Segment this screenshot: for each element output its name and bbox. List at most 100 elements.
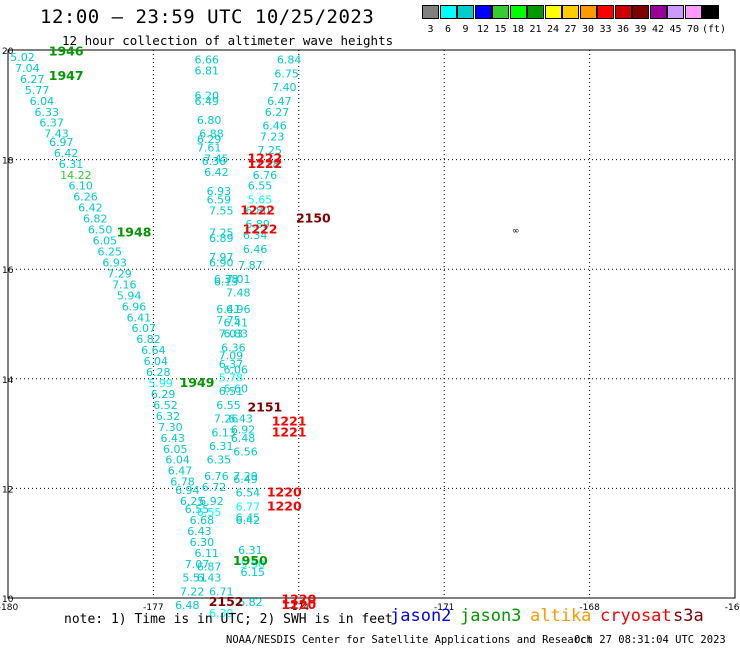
- pass-time-label: 1946: [49, 43, 84, 58]
- legend-swatch: [474, 5, 492, 19]
- wave-height-value: 14.22: [60, 169, 92, 182]
- pass-time-label: 1949: [180, 375, 215, 390]
- wave-height-value: 6.43: [228, 413, 253, 426]
- wave-height-value: 7.09: [219, 350, 244, 363]
- wave-height-value: 6.50: [88, 224, 113, 237]
- generated-timestamp: Oct 27 08:31:04 UTC 2023: [574, 634, 726, 646]
- wave-height-value: 7.01: [226, 273, 251, 286]
- pass-time-label: 2150: [296, 211, 331, 226]
- legend-swatch: [422, 5, 439, 19]
- wave-height-value: 6.89: [209, 232, 234, 245]
- wave-height-value: 6.42: [204, 166, 229, 179]
- wave-height-value: 6.42: [54, 147, 79, 160]
- lat-tick-label: 12: [2, 485, 13, 495]
- pass-time-label: 1221: [272, 413, 307, 428]
- wave-height-value: 6.04: [30, 95, 55, 108]
- wave-height-value: 5.51: [182, 572, 207, 585]
- legend-swatch: [457, 5, 474, 19]
- legend-altika: altika: [530, 606, 592, 626]
- wave-height-value: 7.25: [257, 144, 282, 157]
- wave-height-value: 6.93: [102, 256, 127, 269]
- legend-swatch: [527, 5, 544, 19]
- wave-height-value: 6.31: [59, 158, 84, 171]
- legend-swatch: [509, 5, 527, 19]
- wave-height-value: 6.90: [209, 256, 234, 269]
- wave-height-value: 6.48: [231, 432, 256, 445]
- wave-height-value: 6.45: [236, 511, 261, 524]
- wave-height-value: 6.55: [216, 399, 241, 412]
- wave-height-value: 5.02: [10, 51, 35, 64]
- wave-height-value: 6.93: [207, 185, 232, 198]
- legend-label: 12: [476, 24, 490, 35]
- wave-height-value: 7.22: [180, 585, 205, 598]
- lat-tick-label: 18: [2, 157, 14, 167]
- wave-height-value: 6.82: [136, 333, 161, 346]
- wave-height-value: 7.25: [209, 226, 234, 239]
- wave-height-value: 6.46: [243, 243, 268, 256]
- wave-height-value: 6.10: [68, 180, 93, 193]
- pass-time-label: 1221: [272, 424, 307, 439]
- wave-height-value: 6.43: [187, 525, 212, 538]
- pass-time-label: 1220: [267, 485, 302, 500]
- pass-time-label: 1220: [267, 498, 302, 513]
- wave-height-value: 6.37: [39, 117, 64, 130]
- wave-height-value: 6.96: [122, 300, 147, 313]
- wave-height-value: 5.78: [219, 372, 244, 385]
- wave-height-value: 6.42: [236, 514, 261, 527]
- wave-height-value: 6.28: [146, 366, 171, 379]
- wave-height-value: 7.48: [226, 287, 251, 300]
- wave-height-value: 7.61: [197, 141, 222, 154]
- legend-label: 3: [427, 24, 434, 35]
- lat-tick-label: 20: [2, 47, 14, 57]
- legend-label: 42: [651, 24, 665, 35]
- wave-height-value: 6.35: [207, 454, 232, 467]
- legend-swatch: [562, 5, 579, 19]
- lon-tick-label: -165: [725, 603, 740, 613]
- wave-height-value: 6.41: [224, 317, 249, 330]
- legend-swatch: [597, 5, 614, 19]
- wave-height-value: 7.23: [260, 130, 285, 143]
- legend-label: 30: [581, 24, 595, 35]
- wave-height-value: 7.40: [272, 81, 297, 94]
- wave-height-value: 6.66: [194, 54, 219, 67]
- wave-height-value: 6.80: [197, 114, 222, 127]
- wave-height-value: 6.05: [163, 443, 188, 456]
- wave-height-value: 6.47: [267, 95, 292, 108]
- wave-height-value: 6.92: [199, 495, 224, 508]
- wave-height-value: 6.77: [236, 500, 261, 513]
- wave-height-value: 6.88: [199, 128, 224, 141]
- wave-height-value: 6.96: [226, 303, 251, 316]
- wave-height-value: 6.13: [214, 276, 239, 289]
- legend-swatch: [684, 5, 702, 19]
- wave-height-value: 6.59: [207, 193, 232, 206]
- pass-time-label: 1220: [281, 591, 316, 606]
- pass-time-label: 1222: [247, 156, 282, 171]
- wave-height-value: 6.32: [156, 410, 181, 423]
- wave-height-value: 5.77: [25, 84, 50, 97]
- wave-height-value: 6.49: [233, 473, 258, 486]
- pass-time-label: 1222: [247, 150, 282, 165]
- legend-swatch: [492, 5, 509, 19]
- legend-label: 9: [462, 24, 469, 35]
- wave-height-value: 6.51: [219, 385, 244, 398]
- pass-time-label: 1950: [233, 553, 268, 568]
- legend-swatch: [579, 5, 597, 19]
- wave-height-value: 7.43: [44, 128, 69, 141]
- lat-tick-label: 14: [2, 376, 14, 386]
- legend-s3a: s3a: [673, 606, 704, 626]
- legend-label: 18: [511, 24, 525, 35]
- lon-tick-label: -168: [579, 603, 600, 613]
- wave-height-value: 6.31: [238, 544, 263, 557]
- legend-swatch: [439, 5, 457, 19]
- wave-height-value: 7.30: [158, 421, 183, 434]
- wave-height-value: 7.38: [255, 158, 280, 171]
- wave-height-value: 6.04: [144, 355, 169, 368]
- wave-height-value: 6.89: [245, 218, 270, 231]
- wave-height-value: 6.07: [131, 322, 156, 335]
- wave-height-value: 6.80: [245, 204, 270, 217]
- wave-height-value: 6.71: [209, 585, 234, 598]
- wave-height-value: 6.97: [49, 136, 74, 149]
- wave-height-value: 6.25: [98, 246, 123, 259]
- wave-height-value: 6.31: [209, 440, 234, 453]
